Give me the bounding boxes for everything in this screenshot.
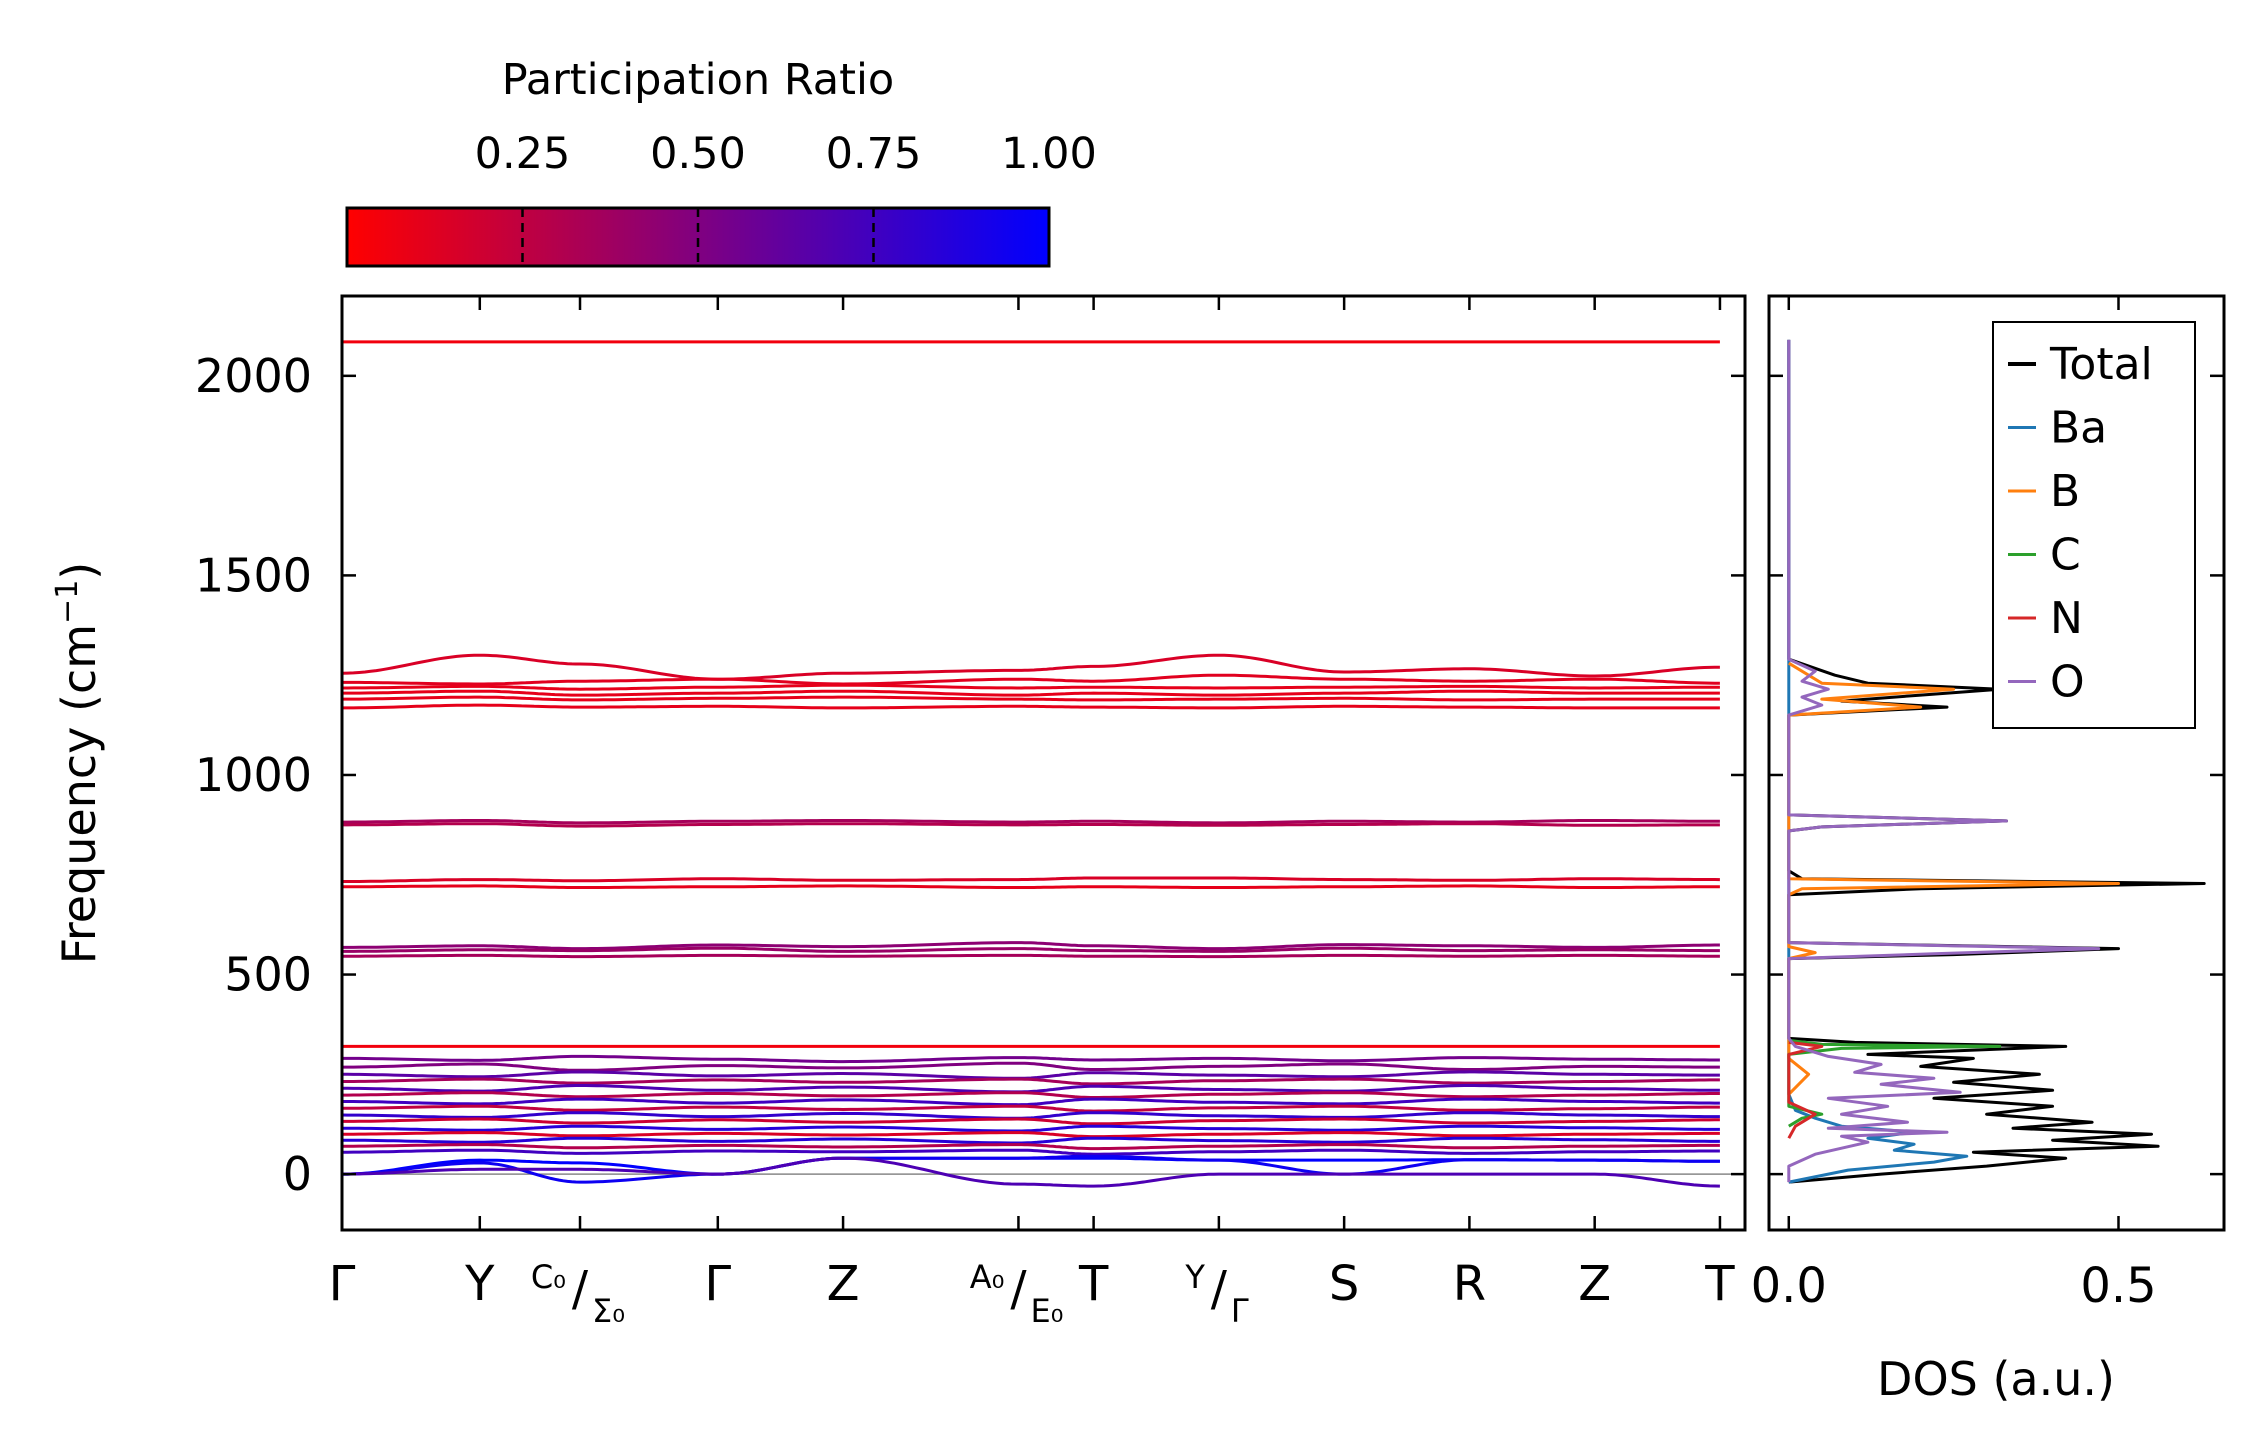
- band-low-232: [342, 1077, 1720, 1086]
- legend-label: Ba: [2050, 403, 2107, 454]
- dos-xtick-label: 0.5: [2080, 1258, 2156, 1314]
- band-low-55: [342, 1148, 1720, 1156]
- dos-series-n: [1787, 1040, 1824, 1139]
- colorbar-tick-label: 0.25: [475, 129, 571, 179]
- band-xtick-label-composite: C₀ / Σ₀: [531, 1258, 625, 1330]
- band-low-148: [342, 1111, 1720, 1120]
- band-x-ticks: Γ Y C₀ / Σ₀ Γ Z A₀ / E₀ T Y / Γ S R Z T: [329, 296, 1735, 1330]
- legend-entry-b: B: [2008, 466, 2080, 517]
- dos-ticks: 0.0 0.5: [1751, 296, 2224, 1314]
- band-low-215: [342, 1084, 1720, 1094]
- colorbar-tick-label: 0.50: [650, 129, 746, 179]
- band-xtick-label: T: [1078, 1256, 1109, 1312]
- band-mid-885: [342, 819, 1720, 825]
- band-low-70: [342, 1143, 1720, 1151]
- band-upper-1235: [342, 673, 1720, 686]
- band-mid-738: [342, 876, 1720, 883]
- band-upper-1205: [342, 689, 1720, 697]
- legend-entry-o: O: [2008, 657, 2085, 708]
- band-xtick-label-composite: A₀ / E₀: [970, 1258, 1064, 1330]
- colorbar-title: Participation Ratio: [502, 55, 895, 105]
- legend-label: B: [2050, 466, 2080, 517]
- band-low-290: [342, 1054, 1720, 1064]
- band-low-115: [342, 1124, 1720, 1133]
- xtick-slash: /: [572, 1261, 589, 1317]
- dos-lines: [1787, 339, 2206, 1184]
- band-low-165: [342, 1104, 1720, 1113]
- band-xtick-label: R: [1453, 1256, 1486, 1312]
- band-y-axis-label: Frequency (cm−1): [50, 562, 106, 965]
- legend-frame: [1992, 321, 2196, 729]
- xtick-slash: /: [1010, 1261, 1027, 1317]
- band-low-182: [342, 1097, 1720, 1107]
- band-mid-575: [342, 941, 1720, 951]
- band-mid-875: [342, 822, 1720, 828]
- dos-series-ba: [1787, 339, 1969, 1184]
- ylabel-close: ): [52, 562, 106, 580]
- band-lines: [342, 340, 1745, 1188]
- band-low-100: [342, 1131, 1720, 1139]
- xtick-sup: Y: [1184, 1258, 1205, 1296]
- band-upper-1255: [342, 653, 1720, 681]
- band-y-ticks: 0 500 1000 1500 2000: [195, 349, 1745, 1201]
- band-low-270: [342, 1061, 1720, 1072]
- colorbar-tick-label: 0.75: [826, 129, 922, 179]
- legend-entry-c: C: [2008, 530, 2081, 581]
- band-ytick-label: 0: [283, 1147, 312, 1201]
- band-ytick-label: 1000: [195, 748, 312, 802]
- xtick-sub: Σ₀: [592, 1292, 625, 1330]
- band-acoustic-3: [342, 1156, 1720, 1188]
- xtick-slash: /: [1211, 1261, 1228, 1317]
- band-ytick-label: 500: [224, 948, 312, 1002]
- band-low-250: [342, 1070, 1720, 1080]
- band-xtick-label: Γ: [704, 1256, 731, 1312]
- band-mid-720: [342, 884, 1720, 889]
- band-mid-545: [342, 953, 1720, 959]
- band-acoustic-2: [342, 1154, 1720, 1184]
- band-xtick-label: Z: [1578, 1256, 1611, 1312]
- band-low-85: [342, 1136, 1720, 1145]
- band-upper-1190: [342, 695, 1720, 702]
- band-xtick-label: Y: [464, 1256, 495, 1312]
- band-xtick-label: Γ: [329, 1256, 356, 1312]
- colorbar-ticks: [521, 208, 875, 266]
- dos-x-axis-label: DOS (a.u.): [1877, 1352, 2115, 1406]
- band-axes-frame: [340, 294, 1747, 1232]
- dos-series-o: [1787, 339, 2101, 1183]
- legend-entry-total: Total: [2008, 339, 2153, 390]
- xtick-sup: A₀: [970, 1258, 1005, 1296]
- legend-label: N: [2050, 593, 2083, 644]
- xtick-sub: E₀: [1030, 1292, 1063, 1330]
- band-ytick-label: 2000: [195, 349, 312, 403]
- legend-label: O: [2050, 657, 2085, 708]
- ylabel-main: Frequency (cm: [52, 624, 106, 964]
- dos-axes-frame: [1767, 294, 2226, 1232]
- band-upper-1220: [342, 683, 1720, 691]
- band-low-132: [342, 1117, 1720, 1126]
- band-xtick-label: S: [1329, 1256, 1359, 1312]
- ylabel-exponent: −1: [50, 580, 85, 624]
- band-upper-1170: [342, 703, 1720, 710]
- colorbar: Participation Ratio 0.25 0.50 0.75 1.00: [345, 55, 1097, 268]
- legend-entry-ba: Ba: [2008, 403, 2107, 454]
- colorbar-tick-label: 1.00: [1001, 129, 1097, 179]
- band-mid-560: [342, 946, 1720, 953]
- dos-xtick-label: 0.0: [1751, 1258, 1827, 1314]
- band-xtick-label-composite: Y / Γ: [1184, 1258, 1249, 1330]
- colorbar-tick-labels: 0.25 0.50 0.75 1.00: [475, 129, 1097, 179]
- xtick-sub: Γ: [1231, 1292, 1249, 1330]
- band-low-198: [342, 1091, 1720, 1099]
- legend-label: Total: [2049, 339, 2153, 390]
- band-xtick-label: Z: [827, 1256, 860, 1312]
- band-ytick-label: 1500: [195, 548, 312, 602]
- legend-entry-n: N: [2008, 593, 2083, 644]
- legend-label: C: [2050, 530, 2081, 581]
- band-xtick-label: T: [1704, 1256, 1735, 1312]
- xtick-sup: C₀: [531, 1258, 566, 1296]
